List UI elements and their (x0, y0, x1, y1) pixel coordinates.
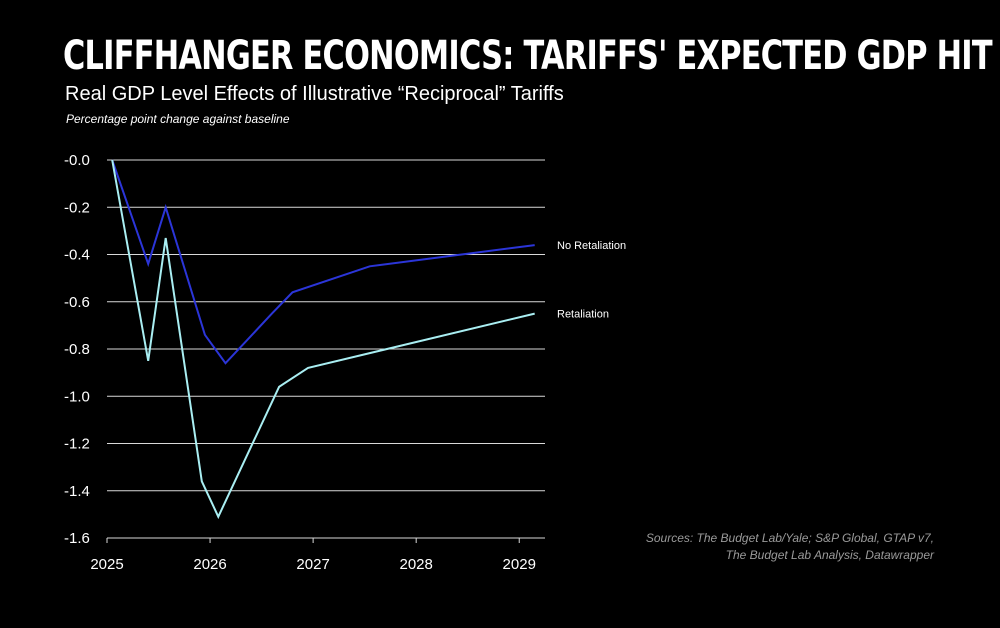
series-labels: No Retaliation Retaliation (557, 240, 626, 321)
series-lines (111, 159, 535, 520)
x-tick-label-0: 2025 (90, 556, 123, 573)
series-line-no-retaliation (111, 159, 535, 365)
y-tick-label-2: -0.4 (64, 247, 90, 264)
y-tick-label-1: -0.2 (64, 199, 90, 216)
chart-subtitle: Real GDP Level Effects of Illustrative “… (65, 83, 564, 105)
x-tick-label-1: 2026 (193, 556, 226, 573)
series-line-retaliation (111, 159, 535, 520)
gridlines (106, 159, 545, 543)
y-tick-label-8: -1.6 (64, 530, 90, 547)
x-tick-label-2: 2027 (296, 556, 329, 573)
y-tick-label-5: -1.0 (64, 388, 90, 405)
x-tick-label-4: 2029 (503, 556, 536, 573)
chart-units-note: Percentage point change against baseline (66, 112, 290, 126)
sources-line-1: Sources: The Budget Lab/Yale; S&P Global… (645, 531, 934, 545)
series-label-retaliation: Retaliation (557, 309, 609, 321)
x-axis-tick-labels: 2025 2026 2027 2028 2029 (90, 556, 536, 573)
series-label-no-retaliation: No Retaliation (557, 240, 626, 252)
y-tick-label-0: -0.0 (64, 152, 90, 169)
x-tick-label-3: 2028 (399, 556, 432, 573)
sources-line-2: The Budget Lab Analysis, Datawrapper (725, 548, 934, 562)
y-tick-label-3: -0.6 (64, 294, 90, 311)
y-tick-label-6: -1.2 (64, 436, 90, 453)
sources-note: Sources: The Budget Lab/Yale; S&P Global… (574, 530, 934, 564)
y-tick-label-7: -1.4 (64, 483, 90, 500)
y-axis-tick-labels: -0.0 -0.2 -0.4 -0.6 -0.8 -1.0 -1.2 -1.4 -1.6 (64, 152, 90, 547)
y-tick-label-4: -0.8 (64, 341, 90, 358)
